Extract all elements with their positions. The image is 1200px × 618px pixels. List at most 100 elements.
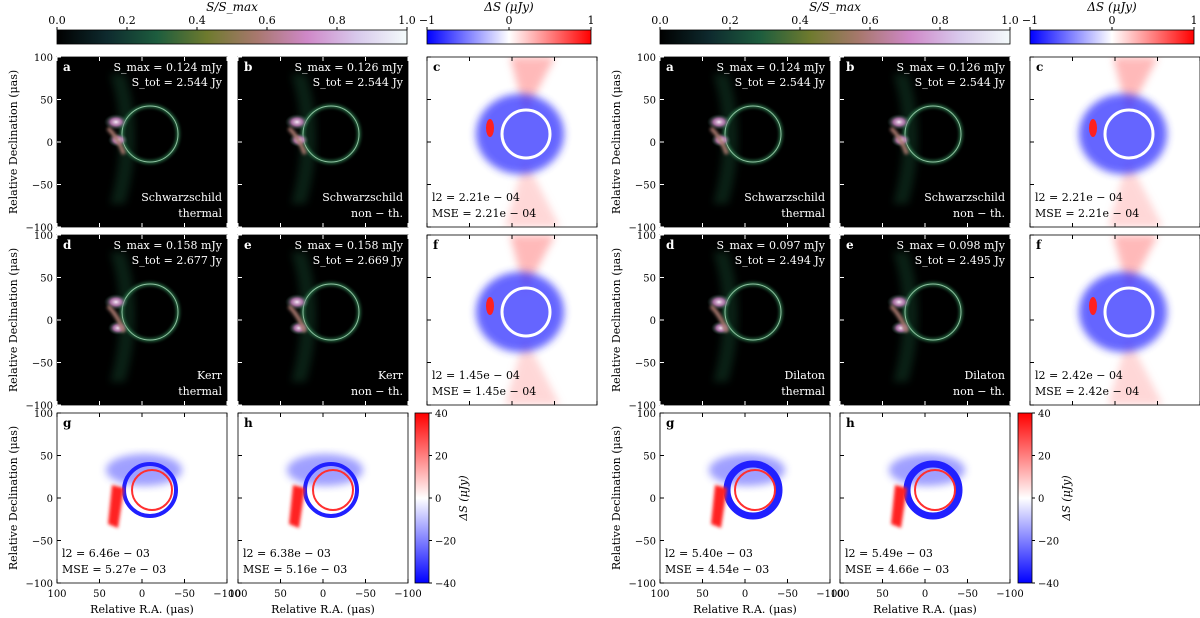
- disk-arc: [889, 304, 909, 333]
- panel-background: [840, 235, 1010, 405]
- positive-spot: [1089, 119, 1097, 137]
- panel-e: e S_max = 0.158 mJy S_tot = 2.669 Jy Kerr no…: [237, 234, 409, 406]
- colorbar-tick-label: 0.4: [188, 14, 206, 27]
- y-tick-label: −100: [629, 401, 656, 412]
- colorbar-tick-label: −20: [435, 537, 456, 548]
- colorbar-difference: −1 0 1 ΔS (μJy): [1022, 0, 1198, 45]
- disk-arc: [709, 304, 729, 333]
- panel-image: [238, 413, 408, 583]
- positive-region: [1108, 337, 1163, 405]
- colorbar-tick-label: 0.8: [931, 14, 949, 27]
- l2-value: l2 = 6.46e − 03: [62, 547, 150, 560]
- x-tick-label: 50: [876, 589, 889, 600]
- panel-background: [660, 57, 830, 227]
- y-tick-label: 100: [34, 53, 53, 64]
- colorbar-tick-label: 0.8: [328, 14, 346, 27]
- colorbar-brightness: 0.0 0.2 0.4 0.6 0.8 1.0 S/S_max: [651, 0, 1019, 45]
- l2-value: l2 = 5.49e − 03: [845, 547, 933, 560]
- positive-region: [891, 485, 907, 528]
- bright-spot: [707, 114, 731, 130]
- y-tick-label: 50: [40, 274, 53, 285]
- panel-image: [238, 235, 408, 405]
- panel-letter: a: [63, 60, 71, 74]
- panel-image: [660, 235, 830, 405]
- metric-label: Kerr: [378, 369, 404, 382]
- disk-arc: [709, 126, 729, 155]
- y-tick-label: 50: [643, 274, 656, 285]
- y-tick-label: 50: [643, 452, 656, 463]
- y-tick-label: −50: [32, 181, 53, 192]
- ring-residual: [903, 460, 963, 520]
- metric-label: Schwarzschild: [141, 191, 222, 204]
- y-tick-label: −100: [26, 401, 53, 412]
- panel-background: [840, 413, 1010, 583]
- panel-f: f l2 = 2.42e − 04 MSE = 2.42e − 04: [1029, 234, 1200, 406]
- metric-label: Kerr: [197, 369, 223, 382]
- colorbar-tick-label: 40: [435, 409, 448, 420]
- colorbar-tick-label: 0: [435, 494, 441, 505]
- panel-background: [840, 57, 1010, 227]
- x-tick-label: −100: [213, 589, 240, 600]
- panel-d: d S_max = 0.097 mJy S_tot = 2.494 Jy Dilato…: [610, 231, 831, 412]
- panel-background: [57, 235, 227, 405]
- y-tick-label: −100: [26, 579, 53, 590]
- y-tick-label: −100: [629, 223, 656, 234]
- panel-h: h l2 = 5.49e − 03 MSE = 4.66e − 03 100 50 0 −5…: [830, 412, 1024, 616]
- y-tick-label: −50: [635, 181, 656, 192]
- l2-value: l2 = 1.45e − 04: [432, 369, 520, 382]
- smax-value: S_max = 0.124 mJy: [717, 61, 826, 74]
- y-tick-label: 100: [34, 231, 53, 242]
- panel-a: a S_max = 0.124 mJy S_tot = 2.544 Jy Schwar…: [7, 53, 228, 234]
- colorbar-tick-label: −1: [419, 14, 435, 27]
- panel-letter: h: [846, 416, 855, 430]
- colorbar-tick-label: 0.2: [118, 14, 136, 27]
- mse-value: MSE = 2.42e − 04: [1035, 385, 1139, 398]
- x-tick-label: 50: [696, 589, 709, 600]
- panel-e: e S_max = 0.098 mJy S_tot = 2.495 Jy Dilato…: [839, 234, 1011, 406]
- mse-value: MSE = 4.66e − 03: [845, 563, 949, 576]
- x-tick-label: −50: [957, 589, 978, 600]
- panel-image: [57, 235, 227, 405]
- positive-region: [1108, 159, 1163, 227]
- colorbar-tick-label: 1: [588, 14, 595, 27]
- panel-g: g l2 = 5.40e − 03 MSE = 4.54e − 03 −100 −50 0…: [610, 409, 844, 616]
- colorbar-tick-label: 0.4: [791, 14, 809, 27]
- positive-spot: [1089, 297, 1097, 315]
- mse-value: MSE = 1.45e − 04: [432, 385, 536, 398]
- photon-ring-core: [904, 283, 962, 341]
- stot-value: S_tot = 2.544 Jy: [313, 76, 404, 89]
- model-label: non − th.: [351, 207, 403, 220]
- positive-region: [505, 337, 560, 405]
- y-tick-label: 100: [637, 53, 656, 64]
- panel-background: [57, 413, 227, 583]
- ring-residual: [1103, 108, 1155, 160]
- y-tick-label: 50: [40, 452, 53, 463]
- y-tick-label: 0: [47, 316, 53, 327]
- panel-b: b S_max = 0.126 mJy S_tot = 2.544 Jy Schwar…: [839, 56, 1011, 228]
- colorbar-tick-label: 0.0: [651, 14, 669, 27]
- disk-arc: [889, 126, 909, 155]
- panel-background: [238, 57, 408, 227]
- x-tick-label: 100: [830, 589, 849, 600]
- colorbar-label: ΔS (μJy): [483, 0, 534, 14]
- panel-letter: f: [433, 238, 439, 252]
- panel-image: [427, 57, 597, 227]
- panel-letter: e: [846, 238, 854, 252]
- ring-residual: [734, 469, 776, 511]
- colorbar-tick-label: 1.0: [398, 14, 416, 27]
- ring-residual: [723, 460, 783, 520]
- positive-region: [108, 485, 124, 528]
- ring-residual: [500, 286, 552, 338]
- panel-letter: h: [244, 416, 253, 430]
- ring-residual: [500, 108, 552, 160]
- ring-residual: [312, 469, 354, 511]
- y-tick-label: 0: [47, 494, 53, 505]
- panel-g: g l2 = 6.46e − 03 MSE = 5.27e − 03 −100 −50 0…: [7, 409, 241, 616]
- colorbar-label: ΔS (μJy): [1060, 475, 1073, 521]
- x-axis-label: Relative R.A. (μas): [271, 603, 375, 616]
- panel-c: c l2 = 2.21e − 04 MSE = 2.21e − 04: [426, 56, 598, 228]
- colorbar-gradient: [426, 29, 592, 45]
- mse-value: MSE = 2.21e − 04: [1035, 207, 1139, 220]
- y-tick-label: 0: [47, 138, 53, 149]
- panel-h: h l2 = 6.38e − 03 MSE = 5.16e − 03 100 50 0 −5…: [228, 412, 422, 616]
